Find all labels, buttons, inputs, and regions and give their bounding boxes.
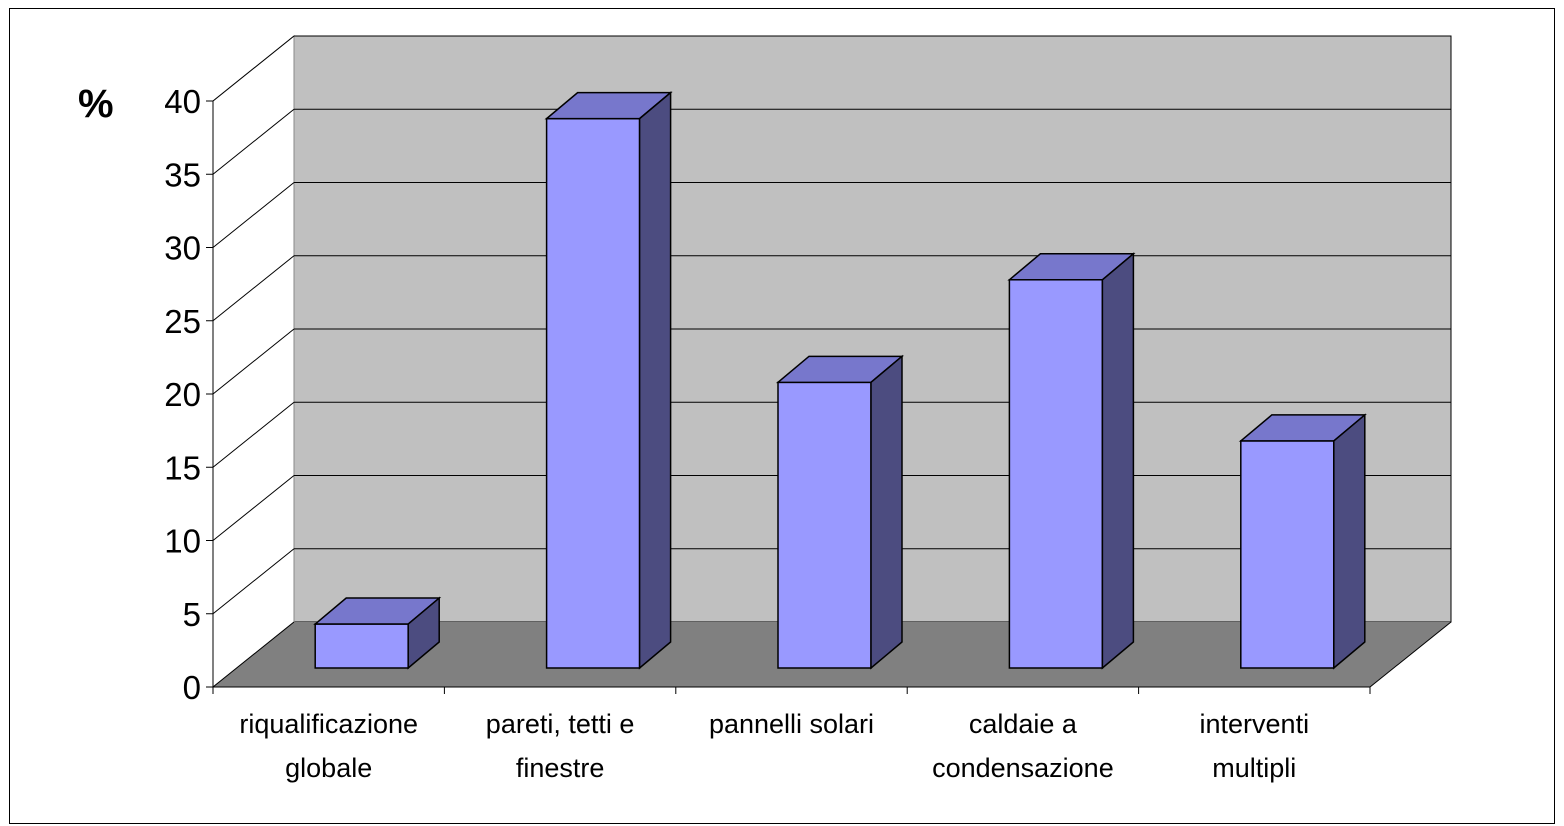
- bar-side: [407, 596, 440, 670]
- floor-edge: [1369, 621, 1452, 688]
- y-tick-label: 15: [164, 449, 201, 486]
- bars: [313, 91, 1367, 670]
- gridline-side: [212, 401, 295, 468]
- x-tick-label-line: pannelli solari: [709, 709, 874, 739]
- x-tick-label-line: finestre: [516, 753, 605, 783]
- axes: [206, 100, 1452, 694]
- y-tick-label: 30: [164, 230, 201, 267]
- gridline-side: [212, 475, 295, 541]
- x-tick-label: pareti, tetti e finestre: [486, 709, 635, 783]
- y-tick-label: 25: [164, 303, 201, 340]
- x-tick-label: interventi multipli: [1200, 709, 1310, 783]
- labels: % 0 5 10 15 20 25 30 35 40 riqualificazione global…: [78, 82, 1309, 783]
- bar-front: [777, 381, 872, 669]
- x-tick-label-line: interventi: [1200, 709, 1310, 739]
- bar-5: [1238, 413, 1367, 670]
- y-tick-label: 0: [183, 669, 201, 706]
- bar-side: [870, 354, 903, 670]
- gridline-side: [212, 255, 295, 322]
- gridline-side: [212, 621, 295, 688]
- gridline-side: [212, 108, 295, 175]
- gridline-side: [212, 182, 295, 248]
- x-tick-label: caldaie a condensazione: [932, 709, 1114, 783]
- bar-front: [314, 623, 409, 669]
- y-axis-title: %: [78, 82, 114, 126]
- y-tick-label: 35: [164, 156, 201, 193]
- gridline-side: [212, 548, 295, 615]
- x-tick-label: pannelli solari: [709, 709, 874, 739]
- bar-side: [1101, 252, 1135, 670]
- x-tick-label-line: riqualificazione: [239, 709, 418, 739]
- bar-front: [545, 117, 641, 669]
- x-tick-label-line: caldaie a: [969, 709, 1078, 739]
- bar-side: [1333, 413, 1366, 670]
- y-tick-label: 10: [164, 523, 201, 560]
- bar-side: [638, 91, 672, 670]
- y-tick-label: 20: [164, 376, 201, 413]
- x-tick-label-line: condensazione: [932, 753, 1114, 783]
- bar-4: [1007, 252, 1136, 670]
- bar-3: [775, 354, 905, 670]
- bar-2: [544, 91, 673, 670]
- x-tick-label-line: globale: [285, 753, 372, 783]
- bar-front: [1008, 279, 1104, 669]
- bar-front: [1240, 440, 1335, 669]
- x-tick-label: riqualificazione globale: [239, 709, 418, 783]
- y-tick-label: 5: [183, 596, 201, 633]
- y-tick-label: 40: [164, 83, 201, 120]
- gridline-side: [212, 35, 295, 102]
- x-tick-label-line: pareti, tetti e: [486, 709, 635, 739]
- gridline-side: [212, 328, 295, 395]
- bar-1: [313, 596, 442, 670]
- x-tick-label-line: multipli: [1212, 753, 1296, 783]
